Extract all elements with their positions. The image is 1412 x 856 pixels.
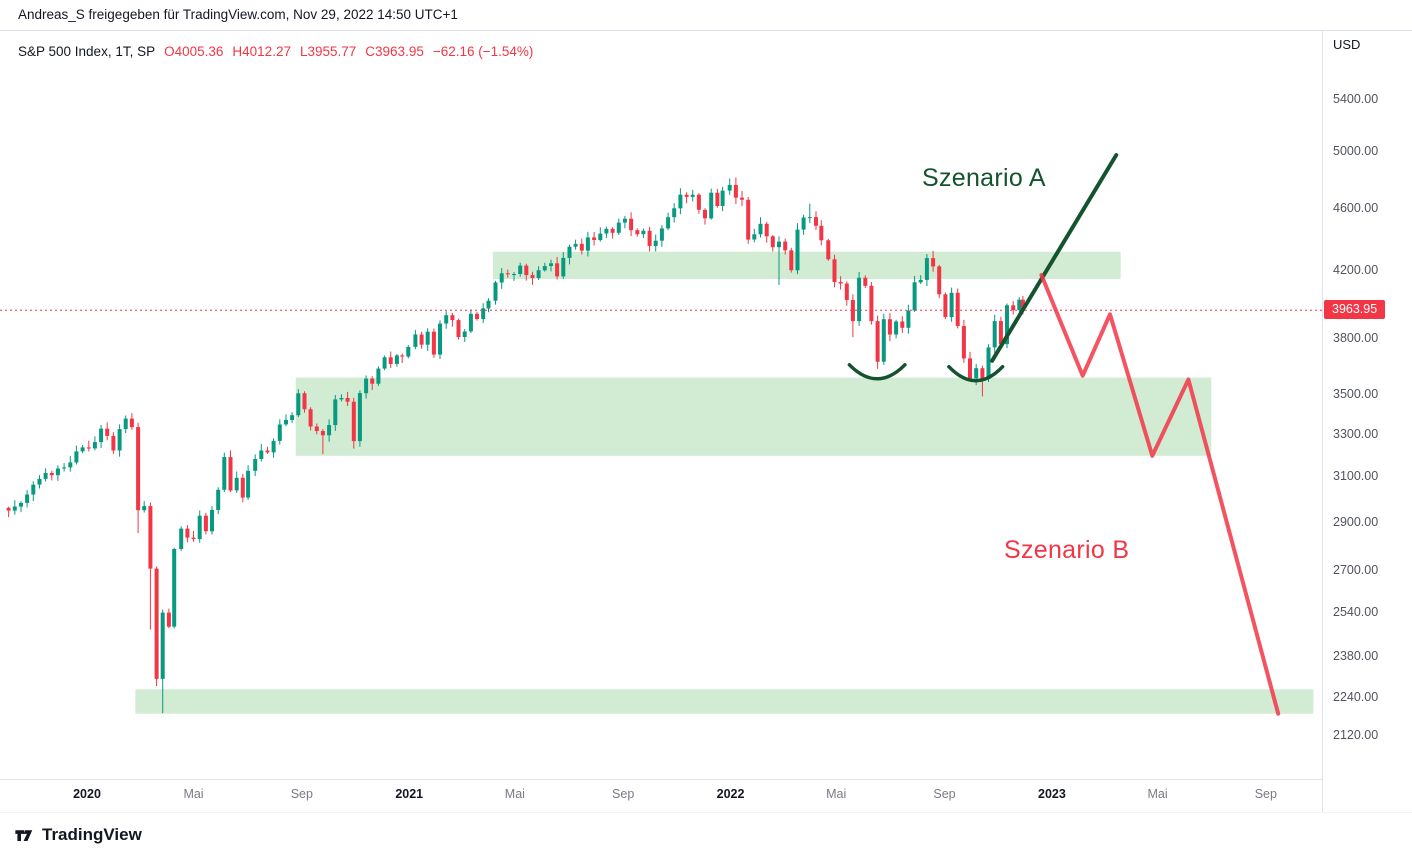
ohlc-open: O4005.36	[164, 44, 224, 59]
ohlc-low: L3955.77	[299, 44, 357, 59]
price-axis[interactable]	[1322, 30, 1412, 812]
time-tick-label: Sep	[1254, 787, 1277, 801]
price-tick-label: 2380.00	[1333, 649, 1379, 664]
price-tick-label: 4200.00	[1333, 262, 1379, 277]
time-axis[interactable]: 2020 Mai Sep 2021 Mai Sep 2022 Mai Sep 2023 Mai Sep	[0, 779, 1322, 813]
scenario-b-label[interactable]: Szenario B	[1004, 536, 1130, 564]
price-tick-label: 3800.00	[1333, 330, 1379, 345]
price-chart-canvas[interactable]	[0, 0, 1322, 812]
footer-bar: TradingView	[0, 812, 1412, 856]
price-tick-label: 5400.00	[1333, 92, 1379, 106]
attribution-bar: Andreas_S freigegeben für TradingView.co…	[0, 0, 1412, 31]
last-price-badge: 3963.95	[1324, 300, 1386, 320]
time-tick-label: 2022	[716, 787, 745, 801]
price-tick-label: 2240.00	[1333, 690, 1379, 705]
symbol-title[interactable]: S&P 500 Index, 1T, SP	[18, 44, 156, 59]
time-tick-label: 2023	[1038, 787, 1066, 801]
price-tick-label: 2700.00	[1333, 563, 1379, 578]
change-value: −62.16 (−1.54%)	[432, 44, 534, 59]
scenario-a-label[interactable]: Szenario A	[922, 164, 1046, 192]
currency-label: USD	[1333, 37, 1361, 52]
time-tick-label: 2021	[395, 787, 424, 801]
price-tick-label: 2900.00	[1333, 514, 1379, 529]
legend: S&P 500 Index, 1T, SP O4005.36 H4012.27 …	[18, 44, 533, 59]
ohlc-high: H4012.27	[232, 44, 291, 59]
price-tick-label: 3300.00	[1333, 426, 1379, 441]
price-axis-labels: USD 5400.00 5000.00 4600.00 4200.00 3800.00 3…	[1322, 0, 1412, 812]
time-tick-label: Sep	[612, 787, 635, 801]
price-tick-label: 3100.00	[1333, 469, 1379, 484]
price-tick-label: 2540.00	[1333, 604, 1379, 619]
price-tick-label: 5000.00	[1333, 144, 1379, 159]
time-tick-label: 2020	[73, 787, 101, 801]
price-tick-label: 4600.00	[1333, 201, 1379, 216]
tradingview-logo-icon[interactable]	[13, 824, 35, 846]
time-tick-label: Mai	[1147, 787, 1168, 801]
price-tick-label: 3500.00	[1333, 386, 1379, 401]
attribution-text: Andreas_S freigegeben für TradingView.co…	[18, 7, 458, 22]
price-tick-label: 2120.00	[1333, 727, 1379, 742]
ohlc-close: C3963.95	[365, 44, 424, 59]
time-tick-label: Sep	[290, 787, 313, 801]
time-tick-label: Mai	[826, 787, 847, 801]
time-tick-label: Mai	[183, 787, 204, 801]
time-tick-label: Mai	[504, 787, 525, 801]
tradingview-wordmark[interactable]: TradingView	[42, 824, 142, 844]
time-tick-label: Sep	[933, 787, 956, 801]
